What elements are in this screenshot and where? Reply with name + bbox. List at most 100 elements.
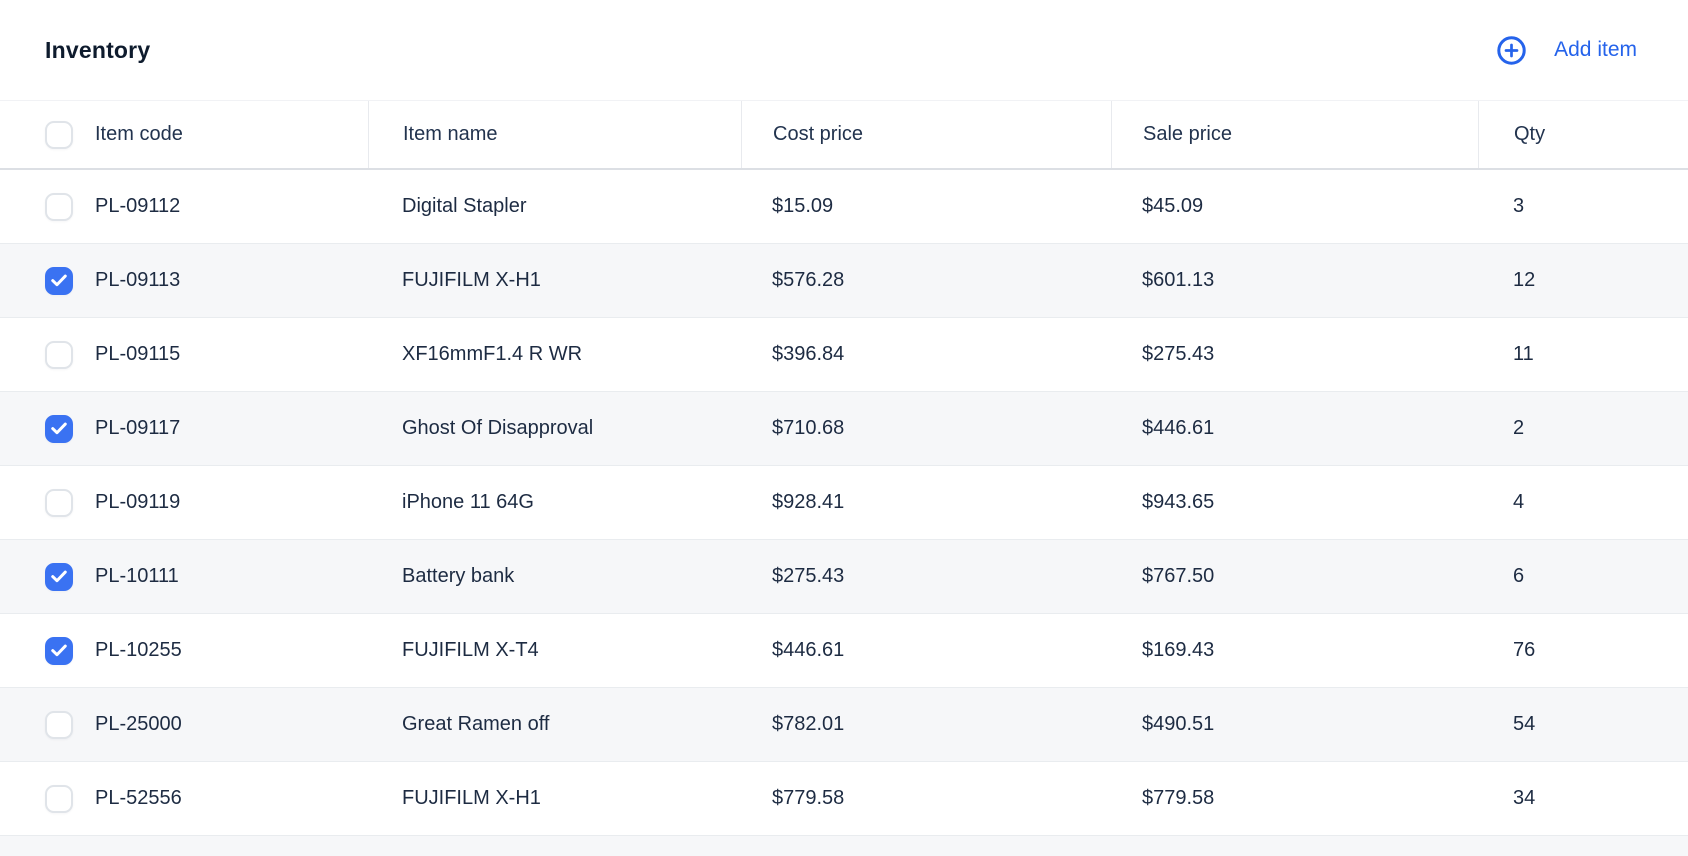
cost-price-cell: $576.28 bbox=[741, 244, 1111, 317]
cost-price-cell: $15.09 bbox=[741, 170, 1111, 243]
item-name: FUJIFILM X-H1 bbox=[402, 787, 541, 809]
qty-value: 4 bbox=[1513, 491, 1525, 513]
row-checkbox[interactable] bbox=[45, 488, 73, 517]
column-header-item-code: Item code bbox=[0, 101, 368, 168]
item-name-cell: FUJIFILM X-H1 bbox=[368, 762, 741, 835]
qty-cell: 4 bbox=[1478, 466, 1688, 539]
table-header: Item code Item name Cost price Sale pric… bbox=[0, 100, 1688, 170]
item-code-cell: PL-09119 bbox=[0, 466, 368, 539]
item-code: PL-10255 bbox=[95, 639, 182, 661]
cost-price-cell: $928.41 bbox=[741, 466, 1111, 539]
qty-value: 2 bbox=[1513, 417, 1525, 439]
table-row: PL-09119 iPhone 11 64G $928.41 $943.65 4 bbox=[0, 466, 1688, 540]
item-name-cell: Digital Stapler bbox=[368, 170, 741, 243]
item-code: PL-09113 bbox=[95, 269, 181, 291]
row-checkbox[interactable] bbox=[45, 710, 73, 739]
item-name: Battery bank bbox=[402, 565, 515, 587]
item-code: PL-10111 bbox=[95, 565, 179, 587]
select-all-checkbox[interactable] bbox=[45, 120, 73, 149]
table-row: PL-09115 XF16mmF1.4 R WR $396.84 $275.43… bbox=[0, 318, 1688, 392]
row-checkbox[interactable] bbox=[45, 784, 73, 813]
item-name-cell: FUJIFILM X-T4 bbox=[368, 614, 741, 687]
item-name-cell: iPhone 11 64G bbox=[368, 466, 741, 539]
item-code-cell: PL-25000 bbox=[0, 688, 368, 761]
sale-price-cell: $446.61 bbox=[1111, 392, 1478, 465]
qty-cell: 6 bbox=[1478, 540, 1688, 613]
checkmark-icon bbox=[51, 274, 67, 287]
cost-price-cell: $446.61 bbox=[741, 614, 1111, 687]
item-name: Ghost Of Disapproval bbox=[402, 417, 594, 439]
cost-price: $396.84 bbox=[772, 343, 845, 365]
qty-cell: 3 bbox=[1478, 170, 1688, 243]
add-item-button[interactable]: Add item bbox=[1496, 35, 1637, 66]
item-name: iPhone 11 64G bbox=[402, 491, 534, 513]
item-name-cell: XF16mmF1.4 R WR bbox=[368, 318, 741, 391]
row-checkbox[interactable] bbox=[45, 636, 73, 665]
sale-price-cell: $779.58 bbox=[1111, 762, 1478, 835]
item-code-cell: PL-10111 bbox=[0, 540, 368, 613]
table-row: PL-52556 FUJIFILM X-H1 $779.58 $779.58 3… bbox=[0, 762, 1688, 836]
item-name: FUJIFILM X-T4 bbox=[402, 639, 539, 661]
qty-value: 76 bbox=[1513, 639, 1536, 661]
item-name-cell: Ghost Of Disapproval bbox=[368, 392, 741, 465]
row-checkbox[interactable] bbox=[45, 340, 73, 369]
cost-price-cell: $782.01 bbox=[741, 688, 1111, 761]
item-code: PL-52556 bbox=[95, 787, 182, 809]
column-header-item-name: Item name bbox=[368, 101, 741, 168]
item-code-cell: PL-09113 bbox=[0, 244, 368, 317]
item-code-cell: PL-09112 bbox=[0, 170, 368, 243]
row-checkbox[interactable] bbox=[45, 266, 73, 295]
sale-price: $169.43 bbox=[1142, 639, 1215, 661]
column-header-sale-price: Sale price bbox=[1111, 101, 1478, 168]
item-code-cell: PL-10255 bbox=[0, 614, 368, 687]
cost-price-cell: $275.43 bbox=[741, 540, 1111, 613]
table-row: PL-09117 Ghost Of Disapproval $710.68 $4… bbox=[0, 392, 1688, 466]
sale-price-cell: $169.43 bbox=[1111, 614, 1478, 687]
qty-cell: 2 bbox=[1478, 392, 1688, 465]
checkmark-icon bbox=[51, 570, 67, 583]
qty-cell: 12 bbox=[1478, 244, 1688, 317]
item-code-cell: PL-09117 bbox=[0, 392, 368, 465]
column-header-cost-price: Cost price bbox=[741, 101, 1111, 168]
column-label: Item name bbox=[403, 123, 498, 145]
next-row-partial bbox=[0, 836, 1688, 856]
column-label: Qty bbox=[1514, 123, 1546, 145]
sale-price: $45.09 bbox=[1142, 195, 1204, 217]
qty-value: 34 bbox=[1513, 787, 1536, 809]
item-name: FUJIFILM X-H1 bbox=[402, 269, 541, 291]
sale-price-cell: $601.13 bbox=[1111, 244, 1478, 317]
checkmark-icon bbox=[51, 422, 67, 435]
qty-value: 6 bbox=[1513, 565, 1525, 587]
qty-value: 3 bbox=[1513, 195, 1525, 217]
item-name-cell: FUJIFILM X-H1 bbox=[368, 244, 741, 317]
row-checkbox[interactable] bbox=[45, 192, 73, 221]
table-body: PL-09112 Digital Stapler $15.09 $45.09 3… bbox=[0, 170, 1688, 836]
plus-circle-icon bbox=[1497, 35, 1526, 65]
cost-price: $576.28 bbox=[772, 269, 845, 291]
item-code-cell: PL-52556 bbox=[0, 762, 368, 835]
cost-price: $15.09 bbox=[772, 195, 834, 217]
checkmark-icon bbox=[51, 644, 67, 657]
table-row: PL-25000 Great Ramen off $782.01 $490.51… bbox=[0, 688, 1688, 762]
column-label: Item code bbox=[95, 123, 183, 145]
cost-price: $779.58 bbox=[772, 787, 845, 809]
qty-cell: 54 bbox=[1478, 688, 1688, 761]
sale-price: $275.43 bbox=[1142, 343, 1215, 365]
column-label: Cost price bbox=[773, 123, 864, 145]
cost-price-cell: $710.68 bbox=[741, 392, 1111, 465]
cost-price: $782.01 bbox=[772, 713, 845, 735]
qty-value: 11 bbox=[1513, 343, 1534, 365]
row-checkbox[interactable] bbox=[45, 562, 73, 591]
item-code: PL-09112 bbox=[95, 195, 181, 217]
item-name-cell: Battery bank bbox=[368, 540, 741, 613]
cost-price-cell: $779.58 bbox=[741, 762, 1111, 835]
qty-cell: 34 bbox=[1478, 762, 1688, 835]
cost-price-cell: $396.84 bbox=[741, 318, 1111, 391]
sale-price-cell: $943.65 bbox=[1111, 466, 1478, 539]
sale-price-cell: $275.43 bbox=[1111, 318, 1478, 391]
qty-cell: 11 bbox=[1478, 318, 1688, 391]
table-row: PL-09112 Digital Stapler $15.09 $45.09 3 bbox=[0, 170, 1688, 244]
column-label: Sale price bbox=[1143, 123, 1232, 145]
item-name-cell: Great Ramen off bbox=[368, 688, 741, 761]
row-checkbox[interactable] bbox=[45, 414, 73, 443]
